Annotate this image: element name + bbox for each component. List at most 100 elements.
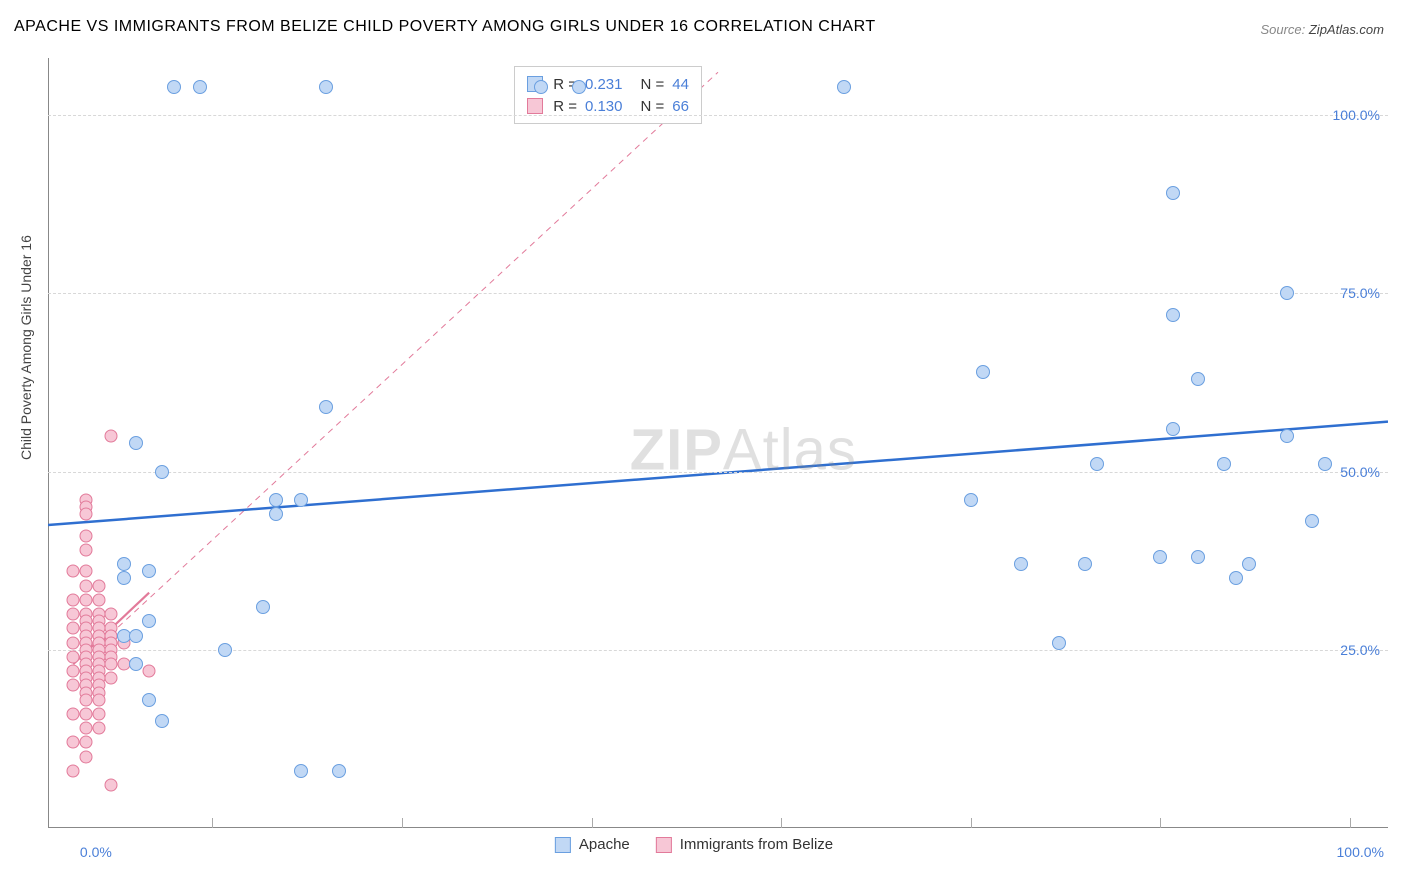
data-point [79,508,92,521]
data-point [1280,429,1294,443]
data-point [1166,186,1180,200]
data-point [129,436,143,450]
data-point [976,365,990,379]
data-point [92,722,105,735]
plot-area: ZIPAtlas R =0.231N =44R =0.130N =66 25.0… [48,58,1388,828]
legend-swatch [656,837,672,853]
data-point [67,636,80,649]
y-axis-line [48,58,49,828]
data-point [294,493,308,507]
legend-label: Immigrants from Belize [680,836,833,853]
data-point [79,722,92,735]
data-point [294,764,308,778]
x-tick-mark [402,818,403,828]
chart-title: APACHE VS IMMIGRANTS FROM BELIZE CHILD P… [14,18,876,36]
data-point [79,750,92,763]
data-point [1318,457,1332,471]
x-axis-line [48,827,1388,828]
legend-swatch [527,98,543,114]
legend-swatch [555,837,571,853]
watermark: ZIPAtlas [630,417,857,484]
data-point [572,80,586,94]
data-point [1078,557,1092,571]
data-point [117,658,130,671]
data-point [67,565,80,578]
data-point [105,658,118,671]
data-point [79,707,92,720]
data-point [837,80,851,94]
data-point [142,564,156,578]
data-point [167,80,181,94]
legend-row-apache: R =0.231N =44 [527,73,689,95]
data-point [1305,514,1319,528]
y-tick-label: 50.0% [1340,464,1380,480]
y-tick-label: 25.0% [1340,642,1380,658]
x-tick-mark [1350,818,1351,828]
data-point [79,593,92,606]
data-point [193,80,207,94]
data-point [105,608,118,621]
data-point [1153,550,1167,564]
data-point [142,693,156,707]
data-point [67,622,80,635]
data-point [1090,457,1104,471]
data-point [117,571,131,585]
data-point [269,493,283,507]
data-point [105,429,118,442]
gridline [48,472,1388,473]
data-point [67,764,80,777]
gridline [48,115,1388,116]
data-point [218,643,232,657]
data-point [319,400,333,414]
data-point [67,679,80,692]
data-point [79,543,92,556]
data-point [92,707,105,720]
legend-row-belize: R =0.130N =66 [527,95,689,117]
data-point [79,529,92,542]
series-legend: ApacheImmigrants from Belize [555,836,851,853]
data-point [67,593,80,606]
y-tick-label: 100.0% [1333,107,1380,123]
data-point [256,600,270,614]
data-point [105,672,118,685]
gridline [48,293,1388,294]
data-point [1242,557,1256,571]
x-tick-mark [781,818,782,828]
data-point [92,593,105,606]
x-tick-mark [592,818,593,828]
data-point [155,465,169,479]
data-point [319,80,333,94]
data-point [79,736,92,749]
data-point [67,707,80,720]
data-point [964,493,978,507]
data-point [1229,571,1243,585]
data-point [143,665,156,678]
data-point [269,507,283,521]
data-point [1217,457,1231,471]
data-point [79,565,92,578]
data-point [67,736,80,749]
data-point [79,693,92,706]
data-point [105,779,118,792]
regression-lines [48,58,1388,828]
source-label: Source: ZipAtlas.com [1260,22,1384,37]
data-point [332,764,346,778]
data-point [129,629,143,643]
data-point [1280,286,1294,300]
x-tick-mark [212,818,213,828]
x-tick-mark [1160,818,1161,828]
data-point [67,665,80,678]
x-max-label: 100.0% [1337,844,1384,860]
data-point [67,608,80,621]
gridline [48,650,1388,651]
y-tick-label: 75.0% [1340,285,1380,301]
data-point [142,614,156,628]
data-point [1014,557,1028,571]
data-point [1191,550,1205,564]
y-axis-label: Child Poverty Among Girls Under 16 [18,235,34,460]
data-point [92,693,105,706]
data-point [92,579,105,592]
data-point [67,650,80,663]
x-min-label: 0.0% [80,844,112,860]
data-point [534,80,548,94]
